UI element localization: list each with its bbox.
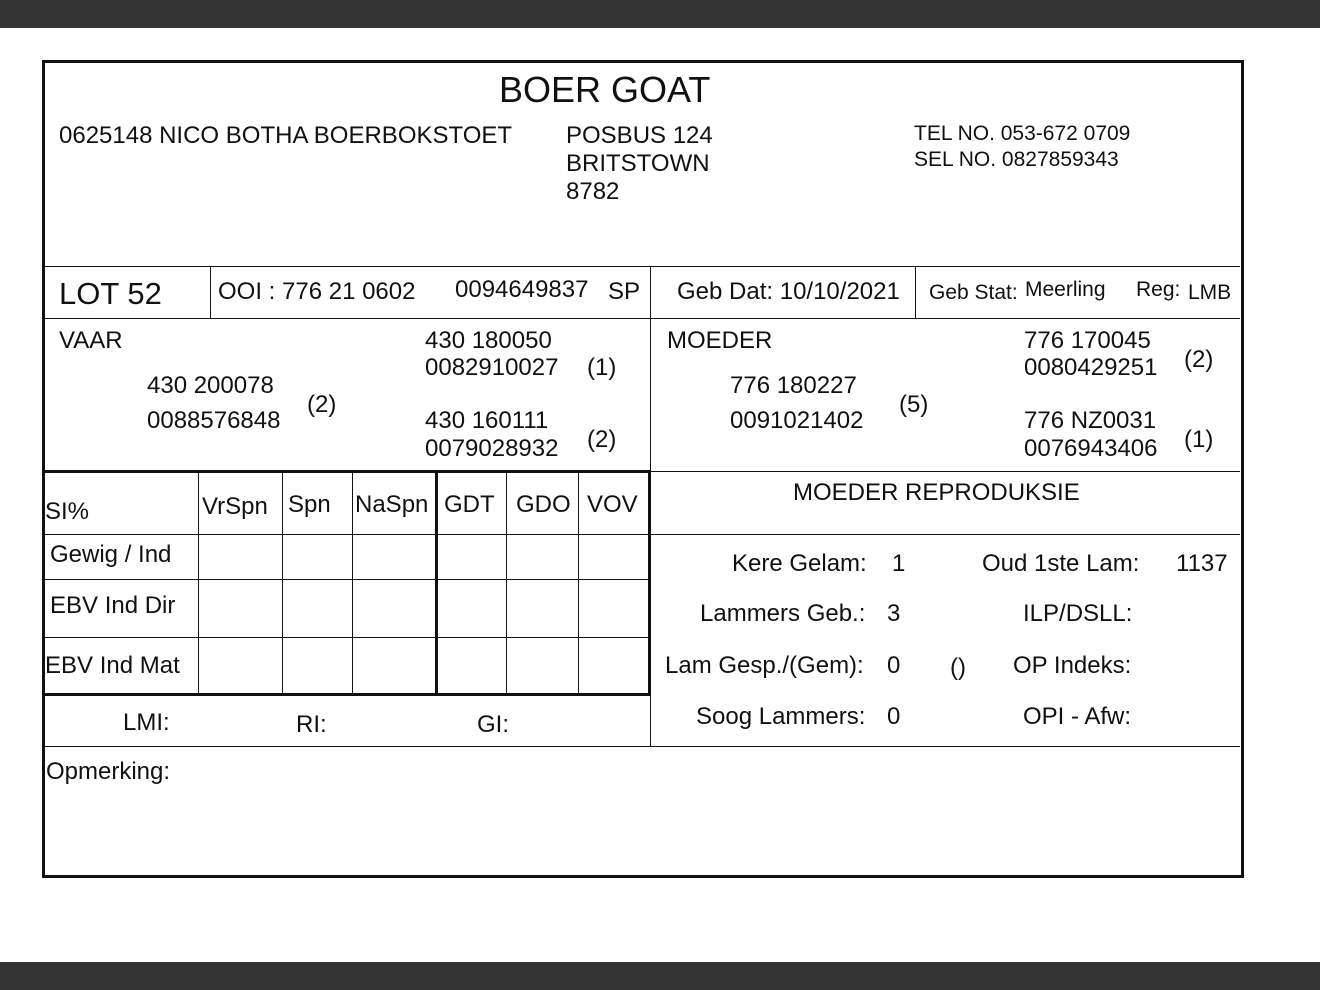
opi-afw-label: OPI - Afw: bbox=[1023, 703, 1132, 730]
op-indeks-label: OP Indeks: bbox=[1013, 652, 1132, 679]
divider bbox=[45, 637, 650, 638]
vaar-dam-number: 0079028932 bbox=[425, 435, 559, 462]
vaar-number: 0088576848 bbox=[147, 407, 281, 434]
vaar-sire-count: (1) bbox=[587, 354, 617, 381]
divider bbox=[45, 579, 650, 580]
tel-number: TEL NO. 053-672 0709 bbox=[914, 122, 1131, 145]
moeder-dam-id: 776 NZ0031 bbox=[1024, 407, 1157, 434]
divider bbox=[45, 746, 1240, 747]
column-header: GDT bbox=[444, 491, 495, 518]
kere-gelam-label: Kere Gelam: bbox=[732, 550, 867, 577]
moeder-sire-number: 0080429251 bbox=[1024, 354, 1158, 381]
moeder-dam-number: 0076943406 bbox=[1024, 435, 1158, 462]
divider bbox=[650, 534, 1240, 535]
ooi-grade: SP bbox=[608, 278, 641, 305]
address-line: BRITSTOWN bbox=[566, 150, 710, 177]
row-label: Gewig / Ind bbox=[50, 541, 172, 568]
moeder-sire-id: 776 170045 bbox=[1024, 327, 1151, 354]
ooi-number: 0094649837 bbox=[455, 276, 589, 303]
vaar-label: VAAR bbox=[59, 327, 123, 354]
moeder-dam-count: (1) bbox=[1184, 426, 1214, 453]
divider bbox=[45, 534, 650, 535]
address-line: 8782 bbox=[566, 178, 620, 205]
divider bbox=[45, 318, 1240, 319]
divider bbox=[282, 471, 283, 695]
lam-gem-value: () bbox=[950, 654, 966, 681]
divider bbox=[45, 266, 1240, 267]
moeder-sire-count: (2) bbox=[1184, 346, 1214, 373]
breeder-name: 0625148 NICO BOTHA BOERBOKSTOET bbox=[59, 122, 513, 149]
column-header: VOV bbox=[587, 491, 638, 518]
reg-value: LMB bbox=[1188, 281, 1232, 304]
birth-date: Geb Dat: 10/10/2021 bbox=[677, 278, 900, 305]
vaar-id: 430 200078 bbox=[147, 372, 274, 399]
soog-lammers-value: 0 bbox=[887, 703, 901, 730]
divider bbox=[198, 471, 199, 695]
column-header: NaSpn bbox=[355, 491, 429, 518]
oud-1ste-lam-label: Oud 1ste Lam: bbox=[982, 550, 1140, 577]
ri-label: RI: bbox=[296, 711, 327, 738]
lammers-geb-label: Lammers Geb.: bbox=[700, 600, 866, 627]
card bbox=[42, 60, 1244, 878]
sel-number: SEL NO. 0827859343 bbox=[914, 148, 1119, 171]
divider bbox=[435, 470, 438, 696]
column-header: VrSpn bbox=[202, 493, 268, 520]
column-header: SI% bbox=[45, 498, 90, 525]
column-header: Spn bbox=[288, 491, 331, 518]
divider bbox=[210, 266, 211, 318]
soog-lammers-label: Soog Lammers: bbox=[696, 703, 866, 730]
ilp-dsll-label: ILP/DSLL: bbox=[1023, 600, 1133, 627]
moeder-label: MOEDER bbox=[667, 327, 773, 354]
lam-gesp-label: Lam Gesp./(Gem): bbox=[665, 652, 864, 679]
moeder-number: 0091021402 bbox=[730, 407, 864, 434]
lammers-geb-value: 3 bbox=[887, 600, 901, 627]
vaar-sire-number: 0082910027 bbox=[425, 354, 559, 381]
page-title: BOER GOAT bbox=[499, 69, 711, 110]
vaar-count: (2) bbox=[307, 391, 337, 418]
opmerking-label: Opmerking: bbox=[46, 758, 171, 785]
divider bbox=[648, 470, 651, 696]
ooi-id: OOI : 776 21 0602 bbox=[218, 278, 416, 305]
birth-status-label: Geb Stat: bbox=[929, 281, 1018, 304]
column-header: GDO bbox=[516, 491, 571, 518]
lmi-label: LMI: bbox=[123, 709, 170, 736]
moeder-count: (5) bbox=[899, 391, 929, 418]
repro-title: MOEDER REPRODUKSIE bbox=[793, 479, 1080, 506]
row-label: EBV Ind Mat bbox=[45, 652, 180, 679]
bottom-bar bbox=[0, 962, 1320, 990]
oud-1ste-lam-value: 1137 bbox=[1176, 550, 1228, 577]
divider bbox=[45, 693, 651, 696]
divider bbox=[45, 470, 651, 473]
gi-label: GI: bbox=[477, 711, 510, 738]
top-bar bbox=[0, 0, 1320, 28]
divider bbox=[352, 471, 353, 695]
vaar-dam-id: 430 160111 bbox=[425, 407, 549, 434]
vaar-sire-id: 430 180050 bbox=[425, 327, 552, 354]
row-label: EBV Ind Dir bbox=[50, 592, 176, 619]
kere-gelam-value: 1 bbox=[892, 550, 906, 577]
reg-label: Reg: bbox=[1136, 278, 1181, 301]
moeder-id: 776 180227 bbox=[730, 372, 857, 399]
divider bbox=[506, 471, 507, 695]
divider bbox=[578, 471, 579, 695]
lam-gesp-value: 0 bbox=[887, 652, 901, 679]
divider bbox=[650, 471, 1240, 472]
address-line: POSBUS 124 bbox=[566, 122, 713, 149]
birth-status-value: Meerling bbox=[1025, 278, 1106, 301]
divider bbox=[915, 266, 916, 318]
lot-number: LOT 52 bbox=[59, 276, 162, 311]
vaar-dam-count: (2) bbox=[587, 426, 617, 453]
